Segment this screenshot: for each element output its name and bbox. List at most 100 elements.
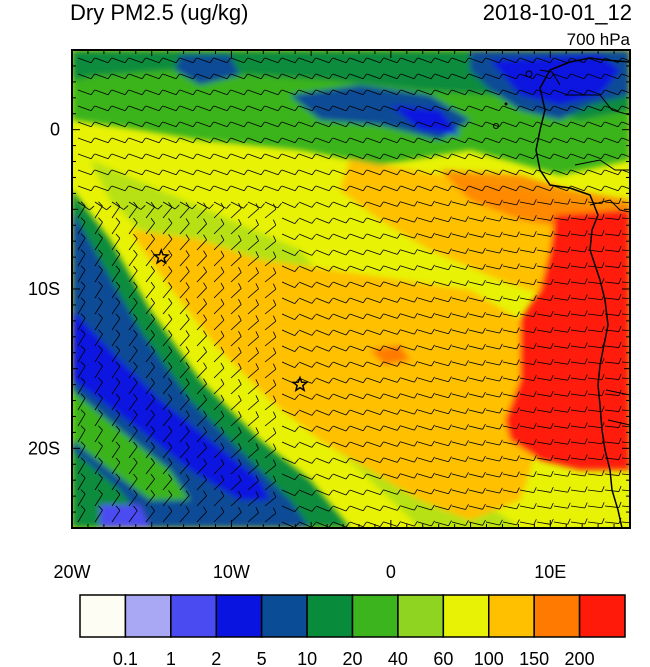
- wind-barb: [536, 438, 554, 445]
- wind-barb: [315, 393, 333, 400]
- wind-barb: [315, 489, 333, 496]
- wind-barb: [519, 487, 537, 494]
- wind-barb: [145, 409, 155, 427]
- wind-barb: [264, 283, 277, 299]
- wind-barb: [400, 440, 418, 447]
- wind-barb: [417, 137, 435, 144]
- wind-barb: [400, 280, 418, 287]
- wind-barb: [230, 250, 242, 267]
- wind-barb: [128, 89, 146, 96]
- wind-barb: [417, 520, 435, 527]
- wind-barb: [264, 57, 282, 64]
- wind-barb: [519, 327, 537, 334]
- axis-ticks: [71, 49, 631, 529]
- wind-barb: [196, 153, 214, 160]
- wind-barb: [553, 278, 571, 285]
- wind-barb: [366, 361, 384, 367]
- wind-barb: [587, 185, 605, 192]
- valid-time: 2018-10-01_12: [482, 0, 632, 25]
- wind-barb: [468, 153, 486, 160]
- wind-barb: [434, 200, 452, 207]
- wind-barb: [451, 312, 469, 318]
- wind-barb: [315, 105, 333, 112]
- wind-barb: [621, 185, 630, 190]
- wind-barb: [434, 360, 452, 367]
- wind-barb: [77, 297, 86, 315]
- wind-barb: [485, 503, 503, 510]
- wind-barb: [349, 409, 367, 416]
- wind-barb: [128, 393, 138, 411]
- colorbar-label: 20: [342, 649, 362, 667]
- wind-barb: [383, 297, 401, 303]
- wind-barb: [621, 345, 630, 348]
- wind-barb: [230, 330, 242, 347]
- wind-barb: [162, 185, 180, 192]
- wind-barb: [94, 73, 112, 80]
- wind-barb: [213, 442, 225, 459]
- wind-barb: [247, 459, 259, 475]
- wind-barb: [196, 201, 214, 209]
- colorbar-swatch: [442, 594, 490, 638]
- wind-barb: [196, 330, 207, 347]
- wind-barb: [230, 314, 242, 331]
- wind-barb: [570, 121, 588, 128]
- wind-barb: [485, 407, 503, 414]
- wind-barb: [94, 201, 103, 219]
- wind-barb: [264, 153, 282, 160]
- wind-barb: [264, 331, 277, 347]
- wind-barb: [468, 519, 486, 526]
- wind-barb: [281, 313, 299, 320]
- wind-barb: [366, 265, 384, 271]
- wind-barb: [128, 265, 138, 283]
- wind-barb: [570, 502, 588, 509]
- wind-barb: [264, 105, 282, 112]
- wind-barb: [332, 89, 350, 96]
- wind-barb: [196, 362, 207, 379]
- wind-barb: [434, 504, 452, 511]
- wind-barb: [128, 345, 138, 363]
- wind-barb: [230, 426, 242, 443]
- wind-barb: [468, 263, 486, 270]
- wind-barb: [145, 361, 155, 379]
- wind-barb: [587, 214, 605, 221]
- wind-barb: [332, 393, 350, 400]
- wind-barb: [621, 489, 630, 492]
- wind-barb: [111, 217, 121, 235]
- wind-barb: [468, 121, 486, 128]
- wind-barb: [77, 329, 86, 347]
- wind-barb: [77, 409, 86, 427]
- wind-barb: [162, 57, 180, 64]
- wind-barb: [298, 281, 316, 288]
- wind-barb: [298, 89, 316, 96]
- wind-barb: [349, 217, 367, 224]
- wind-barb: [536, 310, 554, 317]
- wind-barb: [349, 153, 367, 160]
- wind-barb: [400, 456, 418, 463]
- wind-barb: [281, 153, 299, 160]
- wind-barb: [298, 361, 316, 368]
- wind-barb: [621, 377, 630, 380]
- wind-barb: [621, 169, 630, 174]
- wind-barb: [332, 377, 350, 384]
- wind-barb: [162, 506, 173, 523]
- wind-barb: [383, 473, 401, 479]
- wind-barb: [349, 377, 367, 384]
- wind-barb: [128, 217, 138, 235]
- wind-barb: [468, 105, 486, 112]
- wind-barb: [94, 121, 112, 128]
- wind-barb: [264, 411, 277, 427]
- wind-barb: [383, 281, 401, 287]
- wind-barb: [94, 57, 112, 64]
- wind-barb: [332, 73, 350, 80]
- wind-barb: [145, 153, 163, 160]
- wind-barb: [536, 57, 554, 64]
- wind-barb: [111, 169, 129, 176]
- wind-barb: [383, 153, 401, 160]
- wind-barb: [247, 105, 265, 112]
- wind-barb: [570, 153, 588, 160]
- wind-barb: [604, 185, 622, 192]
- wind-barb: [417, 264, 435, 271]
- wind-barb: [587, 502, 605, 509]
- wind-barb: [349, 57, 367, 64]
- wind-barb: [468, 311, 486, 318]
